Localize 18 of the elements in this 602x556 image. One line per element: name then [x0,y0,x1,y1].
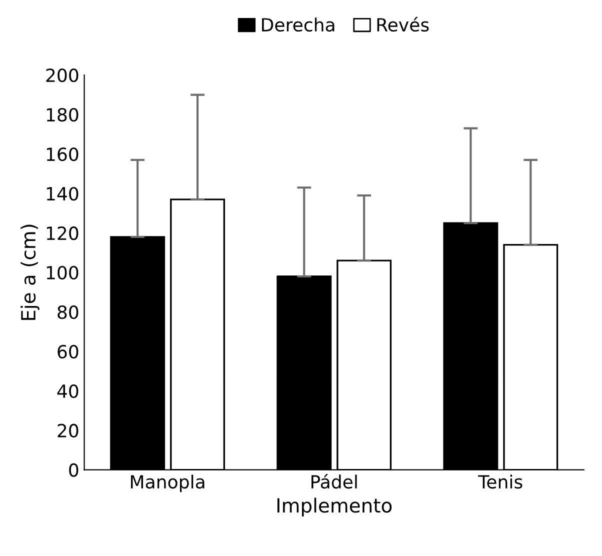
y-tick-label: 100 [46,266,78,280]
y-tick-label: 120 [46,226,78,240]
y-tick-label: 160 [46,147,78,162]
y-tick-label: 0 [69,463,78,477]
y-tick-label: 180 [46,108,78,122]
y-tick-label: 200 [46,68,78,82]
x-tick-label: Tenis [478,474,522,489]
y-axis-title: Eje a (cm) [20,224,40,320]
legend-label: Derecha [262,18,334,32]
y-tick-label: 60 [58,344,78,359]
x-axis-title: Implemento [277,498,392,517]
y-tick-label: 80 [58,305,78,320]
legend-label: Revés [377,16,429,32]
x-tick-label: Manopla [130,474,204,492]
y-tick-label: 20 [58,424,78,438]
y-tick-label: 40 [57,384,78,398]
x-tick-label: Pádel [312,474,357,489]
y-tick-label: 140 [46,186,78,201]
